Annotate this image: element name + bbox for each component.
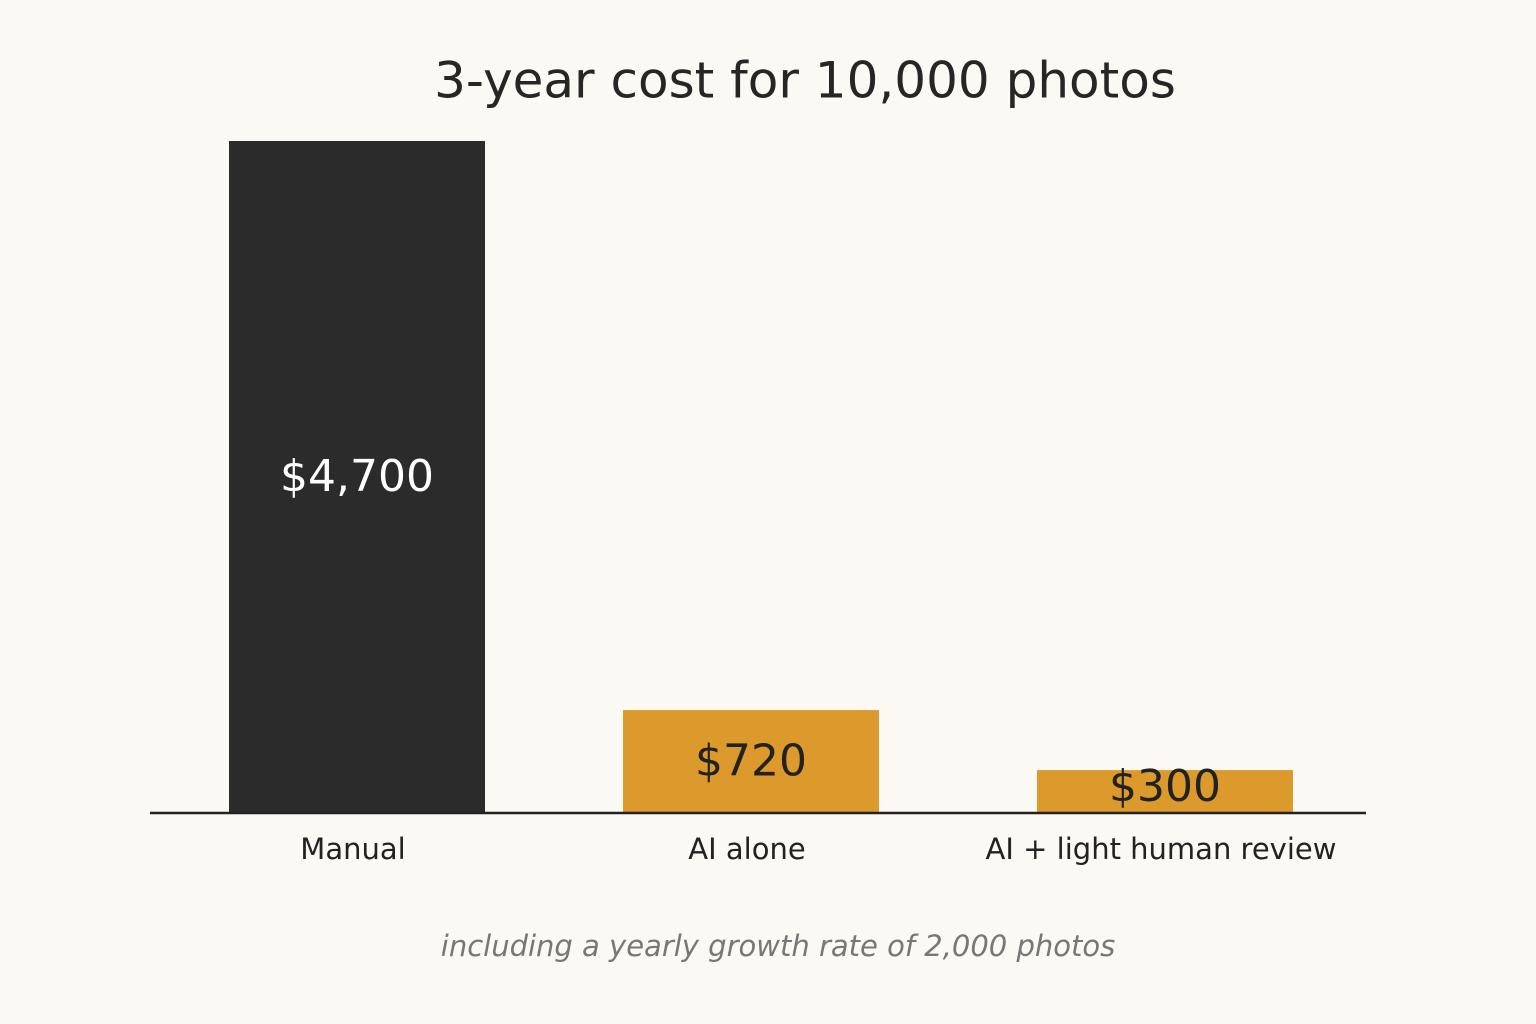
chart-title: 3-year cost for 10,000 photos [434,52,1176,110]
x-tick-label: AI alone [688,832,805,866]
bar [1037,770,1293,813]
bar [623,710,879,813]
x-tick-label: Manual [300,832,405,866]
chart-note: including a yearly growth rate of 2,000 … [441,929,1115,963]
value-label: $720 [695,736,807,787]
value-label: $4,700 [280,451,434,502]
bar [229,141,485,813]
x-tick-label: AI + light human review [986,832,1337,866]
value-label: $300 [1109,761,1221,812]
